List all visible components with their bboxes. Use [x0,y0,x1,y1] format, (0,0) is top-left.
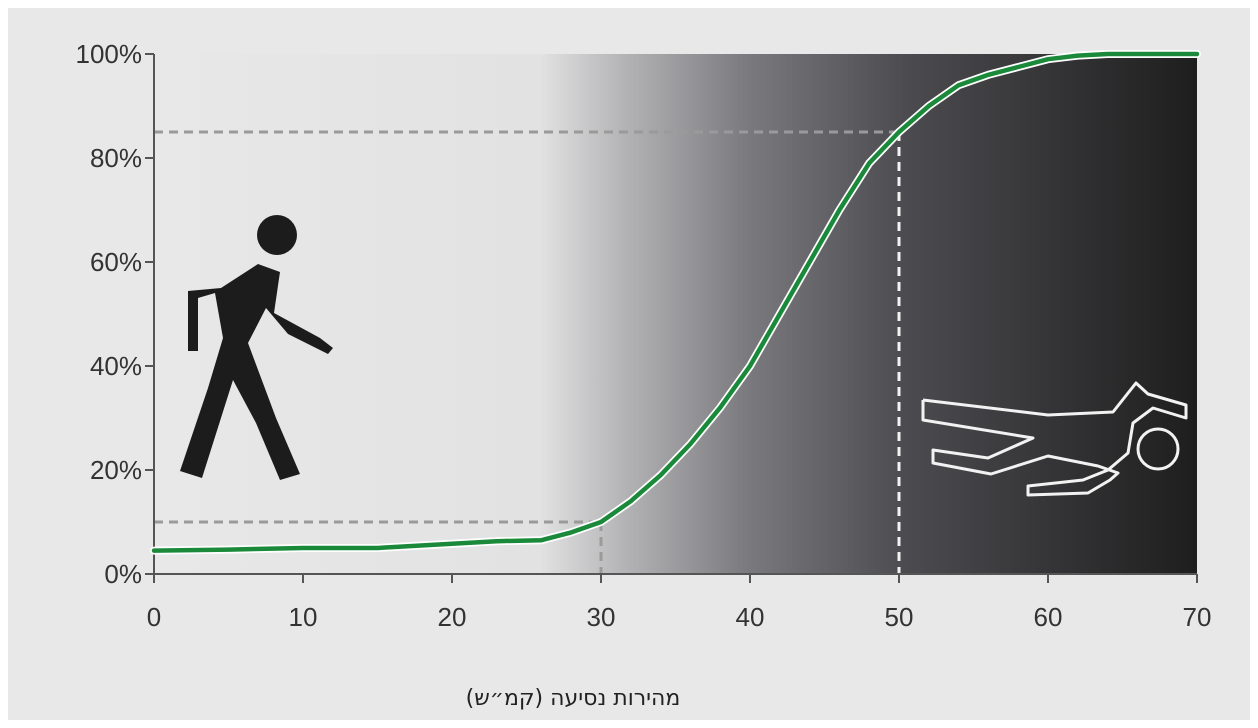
x-tick-label: 70 [1183,602,1212,632]
x-tick-label: 30 [587,602,616,632]
axes [153,54,1197,575]
x-tick-label: 0 [147,602,161,632]
x-tick-label: 50 [885,602,914,632]
y-tick-label: 20% [90,455,142,485]
y-tick-label: 60% [90,247,142,277]
y-tick-label: 40% [90,351,142,381]
chart-panel: 0 10 20 30 40 50 60 70 0% 20% 40% 60% 80% 100% מהירו… [8,8,1250,720]
y-tick-label: 80% [90,143,142,173]
x-axis-ticks: 0 10 20 30 40 50 60 70 [147,574,1212,632]
series-line [151,51,1200,553]
x-tick-label: 10 [289,602,318,632]
reference-lines [154,130,901,574]
y-axis-ticks: 0% 20% 40% 60% 80% 100% [76,39,154,589]
x-tick-label: 40 [736,602,765,632]
y-tick-label: 100% [76,39,143,69]
speed-fatality-chart: 0 10 20 30 40 50 60 70 0% 20% 40% 60% 80% 100% מהירו… [76,39,1212,711]
series-group [150,50,1201,555]
lying-body-outline-icon [921,381,1188,497]
walking-person-icon [180,215,333,480]
x-tick-label: 60 [1034,602,1063,632]
x-axis-title: מהירות נסיעה (קמ״ש) [466,686,681,711]
x-tick-label: 20 [438,602,467,632]
plot-background [154,54,1197,574]
y-tick-label: 0% [104,559,142,589]
